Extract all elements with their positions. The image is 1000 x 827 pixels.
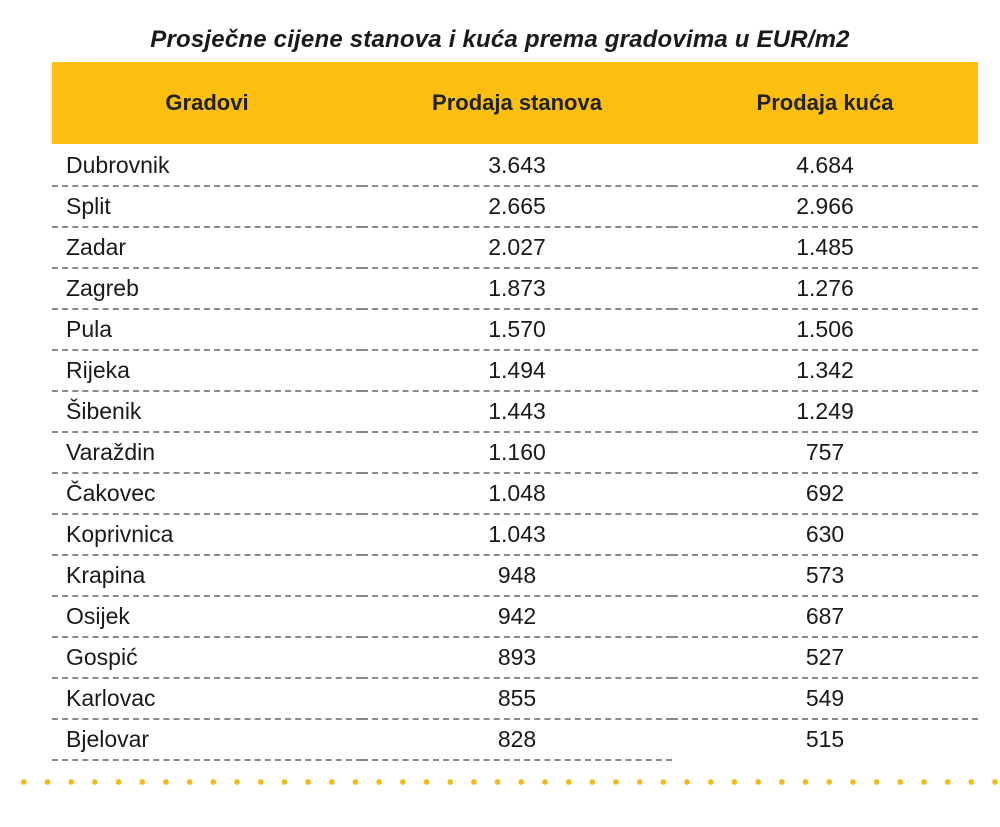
house-price-cell: 2.966 [672, 186, 978, 228]
city-cell: Zagreb [52, 268, 362, 310]
apartment-price-cell: 2.027 [362, 227, 672, 269]
city-cell: Split [52, 186, 362, 228]
dotted-divider [12, 778, 1000, 786]
apartment-price-cell: 1.443 [362, 391, 672, 433]
house-price-cell: 515 [805, 726, 845, 752]
table-body: Dubrovnik 3.643 4.684 Split 2.665 2.966 Zadar 2… [52, 144, 978, 761]
apartment-price-cell: 1.570 [362, 309, 672, 351]
apartment-price-cell: 942 [362, 596, 672, 638]
house-price-cell: 1.485 [672, 227, 978, 269]
apartment-price-cell: 1.043 [362, 514, 672, 556]
city-cell: Karlovac [52, 678, 362, 720]
city-cell: Osijek [52, 596, 362, 638]
apartment-price-cell: 2.665 [362, 186, 672, 228]
apartment-price-cell: 948 [362, 555, 672, 597]
table-row: Zagreb 1.873 1.276 [52, 268, 978, 310]
city-cell: Krapina [52, 555, 362, 597]
house-price-cell: 687 [672, 596, 978, 638]
table-row: Koprivnica 1.043 630 [52, 514, 978, 556]
header-apartment-sales: Prodaja stanova [362, 62, 672, 144]
city-cell: Šibenik [52, 391, 362, 433]
city-cell: Dubrovnik [52, 144, 362, 187]
city-cell: Rijeka [52, 350, 362, 392]
table-row: Rijeka 1.494 1.342 [52, 350, 978, 392]
house-price-cell: 1.506 [672, 309, 978, 351]
apartment-price-cell: 1.494 [362, 350, 672, 392]
table-row: Varaždin 1.160 757 [52, 432, 978, 474]
table-row: Krapina 948 573 [52, 555, 978, 597]
city-cell: Koprivnica [52, 514, 362, 556]
header-row: Gradovi Prodaja stanova Prodaja kuća [52, 62, 978, 144]
apartment-price-cell: 1.160 [362, 432, 672, 474]
table-row: Zadar 2.027 1.485 [52, 227, 978, 269]
table-row: Gospić 893 527 [52, 637, 978, 679]
table-row: Split 2.665 2.966 [52, 186, 978, 228]
city-cell: Zadar [52, 227, 362, 269]
price-table: Gradovi Prodaja stanova Prodaja kuća Dub… [52, 62, 978, 761]
apartment-price-cell: 893 [362, 637, 672, 679]
table-row: Dubrovnik 3.643 4.684 [52, 144, 978, 187]
city-cell: Varaždin [52, 432, 362, 474]
table-header: Gradovi Prodaja stanova Prodaja kuća [52, 62, 978, 144]
apartment-price-cell: 1.873 [362, 268, 672, 310]
city-cell: Čakovec [52, 473, 362, 515]
house-price-cell: 630 [672, 514, 978, 556]
table-row: Bjelovar 828 515 [52, 719, 978, 761]
price-table-container: Gradovi Prodaja stanova Prodaja kuća Dub… [52, 62, 978, 761]
table-row: Karlovac 855 549 [52, 678, 978, 720]
apartment-price-cell: 1.048 [362, 473, 672, 515]
house-price-cell: 1.249 [672, 391, 978, 433]
table-row: Osijek 942 687 [52, 596, 978, 638]
house-price-cell: 692 [672, 473, 978, 515]
house-price-cell: 1.342 [672, 350, 978, 392]
city-cell: Gospić [52, 637, 362, 679]
city-cell: Bjelovar [52, 719, 362, 761]
house-price-cell: 4.684 [672, 144, 978, 187]
header-cities: Gradovi [52, 62, 362, 144]
apartment-price-cell: 3.643 [362, 144, 672, 187]
table-title: Prosječne cijene stanova i kuća prema gr… [150, 26, 850, 53]
house-price-cell: 527 [672, 637, 978, 679]
house-price-cell: 757 [672, 432, 978, 474]
table-row: Šibenik 1.443 1.249 [52, 391, 978, 433]
apartment-price-cell: 855 [362, 678, 672, 720]
house-price-cell: 549 [672, 678, 978, 720]
house-price-cell: 573 [672, 555, 978, 597]
house-price-cell: 1.276 [672, 268, 978, 310]
header-house-sales: Prodaja kuća [672, 62, 978, 144]
apartment-price-cell: 828 [362, 719, 672, 761]
table-row: Pula 1.570 1.506 [52, 309, 978, 351]
table-row: Čakovec 1.048 692 [52, 473, 978, 515]
city-cell: Pula [52, 309, 362, 351]
